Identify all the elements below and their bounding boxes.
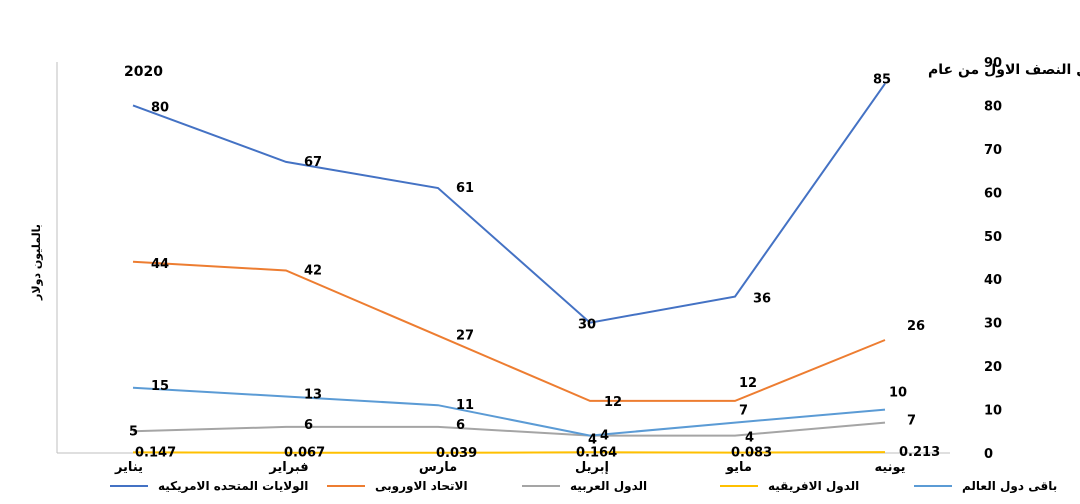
data-label: 42 bbox=[304, 264, 322, 279]
data-label: 36 bbox=[753, 292, 771, 307]
legend-label: الدول الافريقيه bbox=[768, 479, 859, 494]
data-label: 67 bbox=[304, 155, 322, 170]
y-tick-label: 40 bbox=[984, 273, 1002, 288]
data-label: 12 bbox=[739, 376, 757, 391]
data-label: 0.147 bbox=[135, 445, 176, 460]
x-tick-label: إبريل bbox=[575, 460, 609, 475]
x-tick-label: يناير bbox=[114, 460, 143, 475]
chart-title-line2: 2020 bbox=[124, 64, 163, 80]
data-label: 0.039 bbox=[436, 446, 477, 461]
data-label: 4 bbox=[600, 429, 609, 444]
chart-title-line1: صادرات الملابس الجاهزه وفقاً للمجموعات ا… bbox=[928, 59, 1080, 78]
x-tick-labels: يناير فبراير مارس إبريل مايو يونيه bbox=[114, 460, 906, 475]
x-tick-label: فبراير bbox=[268, 460, 308, 475]
y-tick-label: 60 bbox=[984, 186, 1002, 201]
data-label: 30 bbox=[578, 318, 596, 333]
series-line bbox=[132, 386, 886, 437]
y-tick-label: 20 bbox=[984, 360, 1002, 375]
legend-label: الاتحاد الاوروبى bbox=[375, 479, 468, 494]
data-label: 26 bbox=[907, 319, 925, 334]
data-label: 13 bbox=[304, 388, 322, 403]
data-label: 80 bbox=[151, 100, 169, 115]
data-label: 4 bbox=[588, 433, 597, 448]
data-label: 4 bbox=[745, 431, 754, 446]
data-label: 10 bbox=[889, 386, 907, 401]
data-label: 0.083 bbox=[731, 446, 772, 461]
data-label: 0.213 bbox=[899, 445, 940, 460]
y-tick-label: 50 bbox=[984, 230, 1002, 245]
data-label: 6 bbox=[304, 418, 313, 433]
legend-label: باقى دول العالم bbox=[962, 479, 1057, 494]
series-line bbox=[132, 451, 886, 454]
y-tick-label: 80 bbox=[984, 99, 1002, 114]
series-line bbox=[132, 83, 886, 324]
legend-label: الولايات المتحده الامريكيه bbox=[158, 479, 308, 494]
y-tick-label: 10 bbox=[984, 404, 1002, 419]
data-label: 44 bbox=[151, 257, 169, 272]
y-tick-labels: 0 10 20 30 40 50 60 70 80 90 bbox=[984, 56, 1002, 462]
series-lines bbox=[132, 83, 886, 454]
data-label: 15 bbox=[151, 379, 169, 394]
data-label: 0.164 bbox=[576, 445, 617, 460]
series-line bbox=[132, 260, 886, 402]
data-label: 0.067 bbox=[284, 446, 325, 461]
legend: الولايات المتحده الامريكيه الاتحاد الاورو… bbox=[110, 479, 1057, 494]
x-tick-label: مارس bbox=[419, 460, 457, 475]
y-tick-label: 90 bbox=[984, 56, 1002, 71]
data-label: 7 bbox=[739, 404, 748, 419]
legend-label: الدول العربيه bbox=[570, 479, 647, 494]
data-label: 5 bbox=[129, 424, 138, 439]
y-tick-label: 0 bbox=[984, 447, 993, 462]
series-line bbox=[132, 421, 886, 437]
data-label: 61 bbox=[456, 181, 474, 196]
chart-title: صادرات الملابس الجاهزه وفقاً للمجموعات ا… bbox=[124, 59, 1080, 80]
data-label: 7 bbox=[907, 414, 916, 429]
data-label: 11 bbox=[456, 398, 474, 413]
data-label: 85 bbox=[873, 73, 891, 88]
data-label: 6 bbox=[456, 418, 465, 433]
data-label: 27 bbox=[456, 329, 474, 344]
y-tick-label: 30 bbox=[984, 317, 1002, 332]
x-tick-label: يونيه bbox=[874, 460, 905, 475]
y-axis-label: بالمليون دولار bbox=[30, 224, 43, 301]
y-tick-label: 70 bbox=[984, 143, 1002, 158]
data-label: 12 bbox=[604, 395, 622, 410]
x-tick-label: مايو bbox=[725, 460, 752, 475]
